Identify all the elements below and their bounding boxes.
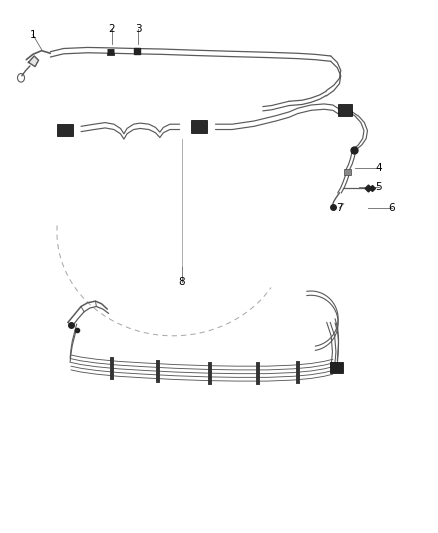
Text: 6: 6 — [389, 203, 396, 213]
Text: 1: 1 — [29, 30, 36, 39]
Bar — [330, 362, 343, 373]
Text: 2: 2 — [108, 25, 115, 34]
Text: 3: 3 — [134, 25, 141, 34]
Bar — [338, 104, 352, 116]
Polygon shape — [28, 56, 39, 67]
Bar — [344, 169, 351, 175]
Text: 8: 8 — [178, 278, 185, 287]
Text: 7: 7 — [336, 203, 343, 213]
Text: 4: 4 — [375, 163, 382, 173]
Bar — [57, 124, 73, 136]
Text: 5: 5 — [375, 182, 382, 191]
Bar — [191, 120, 207, 133]
